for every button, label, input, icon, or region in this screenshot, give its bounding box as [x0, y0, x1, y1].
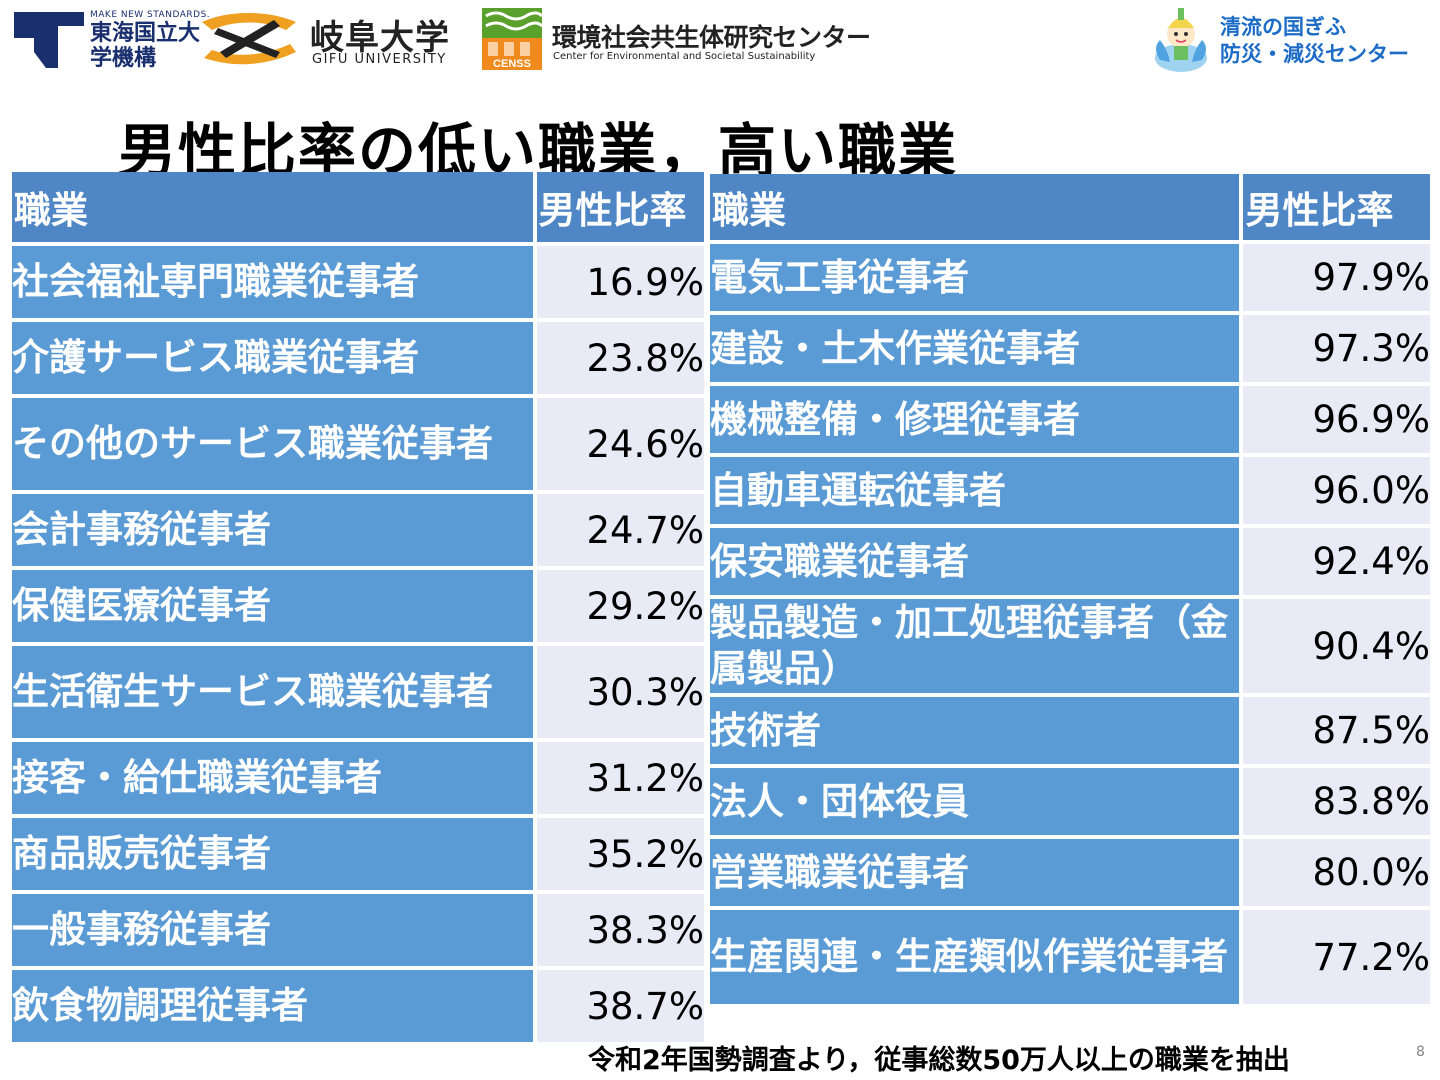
occupation-cell: 生活衛生サービス職業従事者: [12, 646, 533, 738]
occupation-cell: 会計事務従事者: [12, 494, 533, 566]
column-header-occupation: 職業: [710, 174, 1240, 240]
bousai-line1: 清流の国ぎふ: [1220, 15, 1346, 39]
table-row: 自動車運転従事者 96.0%: [710, 457, 1430, 524]
ratio-cell: 96.0%: [1243, 457, 1430, 524]
tokai-name: 東海国立大学機構: [90, 21, 201, 71]
occupation-cell: 飲食物調理従事者: [12, 970, 533, 1042]
table-row: 機械整備・修理従事者 96.9%: [710, 386, 1430, 453]
occupation-cell: 生産関連・生産類似作業従事者: [710, 910, 1240, 1004]
ratio-cell: 38.3%: [536, 894, 704, 966]
mascot-icon: [1155, 8, 1207, 72]
column-header-male-ratio: 男性比率: [536, 172, 704, 242]
low-ratio-table: 職業 男性比率 社会福祉専門職業従事者 16.9% 介護サービス職業従事者 23…: [8, 168, 708, 1046]
tokai-logo: MAKE NEW STANDARDS. 東海国立大学機構: [14, 8, 210, 71]
table-row: 接客・給仕職業従事者 31.2%: [12, 742, 704, 814]
ratio-cell: 24.7%: [536, 494, 704, 566]
occupation-cell: 営業職業従事者: [710, 839, 1240, 906]
table-row: 商品販売従事者 35.2%: [12, 818, 704, 890]
table-row: 介護サービス職業従事者 23.8%: [12, 322, 704, 394]
gifu-name: 岐阜大学: [310, 18, 450, 58]
ratio-cell: 35.2%: [536, 818, 704, 890]
ratio-cell: 24.6%: [536, 398, 704, 490]
occupation-cell: 電気工事従事者: [710, 244, 1240, 311]
source-note: 令和2年国勢調査より，従事総数50万人以上の職業を抽出: [588, 1045, 1290, 1076]
table-header-row: 職業 男性比率: [710, 174, 1430, 240]
bousai-text: 清流の国ぎふ 防災・減災センター: [1220, 14, 1409, 68]
ratio-cell: 92.4%: [1243, 528, 1430, 595]
table-row: 保健医療従事者 29.2%: [12, 570, 704, 642]
ratio-cell: 29.2%: [536, 570, 704, 642]
ratio-cell: 16.9%: [536, 246, 704, 318]
ratio-cell: 90.4%: [1243, 599, 1430, 693]
occupation-cell: 建設・土木作業従事者: [710, 315, 1240, 382]
gifu-subtitle: GIFU UNIVERSITY: [312, 52, 447, 67]
slide-number: 8: [1416, 1044, 1425, 1060]
table-row: 飲食物調理従事者 38.7%: [12, 970, 704, 1042]
ratio-cell: 80.0%: [1243, 839, 1430, 906]
bousai-line2: 防災・減災センター: [1220, 42, 1409, 66]
tokai-mark-icon: [14, 12, 84, 68]
table-row: 生活衛生サービス職業従事者 30.3%: [12, 646, 704, 738]
column-header-male-ratio: 男性比率: [1243, 174, 1430, 240]
censs-subtitle: Center for Environmental and Societal Su…: [553, 51, 816, 62]
occupation-cell: 社会福祉専門職業従事者: [12, 246, 533, 318]
ratio-cell: 97.3%: [1243, 315, 1430, 382]
tokai-tagline: MAKE NEW STANDARDS.: [90, 10, 211, 20]
table-row: 一般事務従事者 38.3%: [12, 894, 704, 966]
table-row: 保安職業従事者 92.4%: [710, 528, 1430, 595]
ratio-cell: 96.9%: [1243, 386, 1430, 453]
occupation-cell: 法人・団体役員: [710, 768, 1240, 835]
ratio-cell: 23.8%: [536, 322, 704, 394]
ratio-cell: 87.5%: [1243, 697, 1430, 764]
table-row: 建設・土木作業従事者 97.3%: [710, 315, 1430, 382]
occupation-cell: 保安職業従事者: [710, 528, 1240, 595]
occupation-cell: 一般事務従事者: [12, 894, 533, 966]
occupation-cell: 技術者: [710, 697, 1240, 764]
table-row: 技術者 87.5%: [710, 697, 1430, 764]
column-header-occupation: 職業: [12, 172, 533, 242]
ratio-cell: 83.8%: [1243, 768, 1430, 835]
table-row: 生産関連・生産類似作業従事者 77.2%: [710, 910, 1430, 1004]
table-row: 電気工事従事者 97.9%: [710, 244, 1430, 311]
bousai-logo: 清流の国ぎふ 防災・減災センター: [1146, 4, 1426, 76]
occupation-cell: 介護サービス職業従事者: [12, 322, 533, 394]
occupation-cell: 保健医療従事者: [12, 570, 533, 642]
table-row: 法人・団体役員 83.8%: [710, 768, 1430, 835]
occupation-cell: 製品製造・加工処理従事者（金属製品）: [710, 599, 1240, 693]
occupation-cell: 自動車運転従事者: [710, 457, 1240, 524]
ratio-cell: 97.9%: [1243, 244, 1430, 311]
gifu-logo: 岐阜大学 GIFU UNIVERSITY: [198, 8, 453, 68]
occupation-cell: 機械整備・修理従事者: [710, 386, 1240, 453]
occupation-cell: その他のサービス職業従事者: [12, 398, 533, 490]
occupation-cell: 商品販売従事者: [12, 818, 533, 890]
ratio-cell: 30.3%: [536, 646, 704, 738]
table-row: 会計事務従事者 24.7%: [12, 494, 704, 566]
table-row: 社会福祉専門職業従事者 16.9%: [12, 246, 704, 318]
table-row: 営業職業従事者 80.0%: [710, 839, 1430, 906]
ratio-cell: 77.2%: [1243, 910, 1430, 1004]
censs-logo: CENSS 環境社会共生体研究センター Center for Environme…: [482, 8, 902, 70]
ratio-cell: 38.7%: [536, 970, 704, 1042]
occupation-cell: 接客・給仕職業従事者: [12, 742, 533, 814]
censs-mark-icon: CENSS: [482, 8, 542, 70]
gifu-mark-icon: [202, 13, 296, 65]
table-row: その他のサービス職業従事者 24.6%: [12, 398, 704, 490]
table-header-row: 職業 男性比率: [12, 172, 704, 242]
high-ratio-table: 職業 男性比率 電気工事従事者 97.9% 建設・土木作業従事者 97.3% 機…: [706, 170, 1434, 1008]
censs-badge-text: CENSS: [493, 58, 531, 70]
table-row: 製品製造・加工処理従事者（金属製品） 90.4%: [710, 599, 1430, 693]
censs-name: 環境社会共生体研究センター: [552, 23, 871, 52]
ratio-cell: 31.2%: [536, 742, 704, 814]
